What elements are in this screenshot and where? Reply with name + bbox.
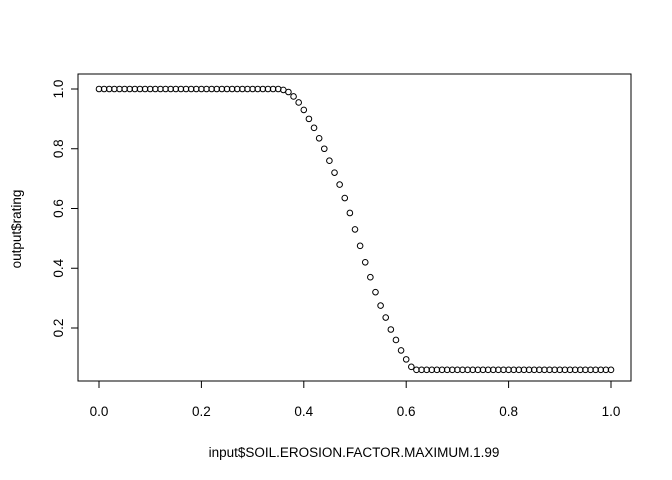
x-tick-label: 0.6	[397, 404, 416, 419]
y-tick-label: 0.2	[51, 319, 66, 338]
y-axis-title: output$rating	[9, 190, 24, 269]
data-point	[320, 145, 328, 153]
y-tick-label: 0.8	[51, 139, 66, 158]
data-point	[392, 336, 400, 344]
data-point	[361, 258, 369, 266]
data-point	[346, 209, 354, 217]
x-tick-label: 1.0	[602, 404, 621, 419]
x-tick-label: 0.0	[90, 404, 109, 419]
x-tick-label: 0.4	[294, 404, 313, 419]
data-point	[372, 288, 379, 296]
data-point	[397, 347, 405, 354]
x-axis: 0.0 0.2 0.4 0.6 0.8 1.0	[90, 380, 621, 419]
data-point	[285, 88, 292, 96]
data-point	[607, 366, 615, 374]
data-point	[382, 314, 390, 321]
y-tick-label: 0.4	[51, 258, 66, 277]
data-points	[95, 85, 615, 374]
data-point	[336, 181, 343, 188]
data-point	[331, 169, 338, 176]
y-axis: 0.2 0.4 0.6 0.8 1.0	[51, 80, 79, 338]
data-point	[377, 302, 384, 309]
data-point	[356, 242, 364, 250]
y-tick-label: 0.6	[51, 199, 66, 218]
data-point	[290, 93, 297, 100]
data-point	[315, 134, 323, 142]
data-point	[351, 226, 359, 233]
plot-frame	[77, 73, 632, 382]
x-tick-label: 0.2	[192, 404, 211, 419]
data-point	[310, 124, 318, 132]
data-point	[408, 363, 415, 371]
data-point	[305, 115, 313, 123]
x-tick-label: 0.8	[499, 404, 518, 419]
data-point	[341, 194, 349, 202]
data-point	[326, 157, 333, 164]
data-point	[367, 273, 374, 281]
data-point	[402, 356, 410, 363]
data-point	[300, 106, 308, 114]
data-point	[295, 99, 302, 106]
y-tick-label: 1.0	[51, 80, 66, 99]
x-axis-title: input$SOIL.EROSION.FACTOR.MAXIMUM.1.99	[209, 445, 500, 460]
data-point	[387, 326, 395, 333]
